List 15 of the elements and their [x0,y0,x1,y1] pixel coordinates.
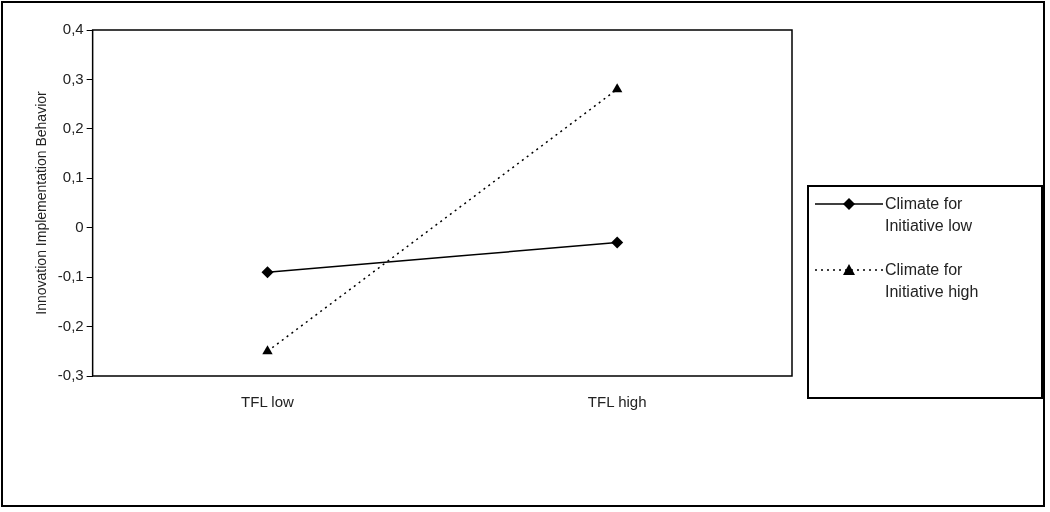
point [261,266,274,279]
point [611,236,624,249]
y-tick-label: 0,1 [62,168,84,186]
y-axis-title: Innovation Implementation Behavior [33,90,50,315]
legend-label: Climate for Initiative low [885,194,974,236]
y-tick-label: 0,3 [62,69,84,87]
y-tick-label: -0,2 [57,316,84,334]
y-tick-label: 0 [75,217,84,235]
x-tick-label: TFL high [587,393,647,411]
y-tick-label: 0,2 [62,119,84,136]
y-tick-label: 0,4 [62,20,84,38]
y-tick-label: -0,1 [57,267,84,285]
legend-label: Climate for Initiative high [885,260,980,302]
y-tick-label: -0,3 [57,366,84,384]
x-tick-label: TFL low [241,393,295,411]
